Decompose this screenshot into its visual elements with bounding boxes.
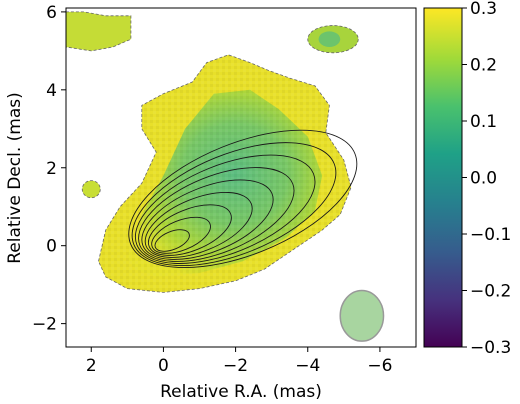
beam bbox=[339, 289, 385, 342]
plot-area bbox=[66, 8, 416, 347]
colorbar-tick-label: −0.1 bbox=[470, 225, 511, 245]
colorbar bbox=[423, 7, 463, 348]
x-tick-label: −4 bbox=[295, 356, 320, 376]
contour-level-8 bbox=[131, 142, 337, 267]
y-tick-label: 2 bbox=[46, 159, 57, 179]
y-tick-label: −2 bbox=[32, 315, 57, 335]
y-tick-label: 0 bbox=[46, 237, 57, 257]
contour-level-4 bbox=[144, 191, 253, 258]
beam-ellipse bbox=[339, 289, 385, 342]
y-tick-label: 6 bbox=[46, 3, 57, 23]
colorbar-tick-label: 0.1 bbox=[470, 112, 497, 132]
x-axis-ticks: 2 0 −2 −4 −6 bbox=[86, 347, 392, 376]
colorbar-tick-label: 0.0 bbox=[470, 169, 497, 189]
y-axis-label: Relative Decl. (mas) bbox=[5, 92, 25, 264]
colorbar-tick-label: 0.3 bbox=[470, 0, 497, 19]
colorbar-tick-label: 0.2 bbox=[470, 56, 497, 76]
x-tick-label: −2 bbox=[223, 356, 248, 376]
contour-level-2 bbox=[151, 216, 211, 254]
x-tick-label: 2 bbox=[86, 356, 97, 376]
x-axis-label: Relative R.A. (mas) bbox=[160, 382, 322, 402]
colorbar-ticks: 0.3 0.2 0.1 0.0 −0.1 −0.2 −0.3 bbox=[462, 0, 511, 358]
contours bbox=[128, 129, 358, 269]
colorbar-tick-label: −0.3 bbox=[470, 338, 511, 358]
contour-level-9 bbox=[128, 129, 358, 269]
plot-frame bbox=[65, 7, 417, 348]
upper-left-blob bbox=[66, 11, 132, 52]
y-axis-ticks: −2 0 2 4 6 bbox=[32, 3, 66, 335]
x-tick-label: 0 bbox=[158, 356, 169, 376]
contour-level-5 bbox=[141, 179, 274, 260]
x-tick-label: −6 bbox=[367, 356, 392, 376]
left-small-blob bbox=[81, 180, 101, 199]
contour-level-1 bbox=[154, 229, 190, 252]
contour-level-6 bbox=[138, 167, 295, 262]
upper-right-blob-core bbox=[318, 31, 341, 47]
contour-level-3 bbox=[148, 204, 232, 256]
contour-level-7 bbox=[134, 154, 316, 264]
colorbar-tick-label: −0.2 bbox=[470, 282, 511, 302]
y-tick-label: 4 bbox=[46, 81, 57, 101]
